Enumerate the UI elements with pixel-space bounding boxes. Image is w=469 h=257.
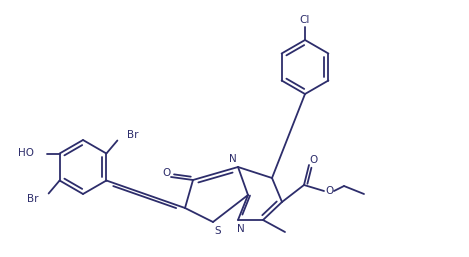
Text: Br: Br [128,130,139,140]
Text: N: N [237,224,245,234]
Text: O: O [309,155,317,165]
Text: O: O [162,168,170,178]
Text: S: S [215,226,221,236]
Text: Cl: Cl [300,15,310,25]
Text: HO: HO [18,149,34,159]
Text: Br: Br [27,195,38,205]
Text: N: N [229,154,237,164]
Text: O: O [325,186,333,196]
